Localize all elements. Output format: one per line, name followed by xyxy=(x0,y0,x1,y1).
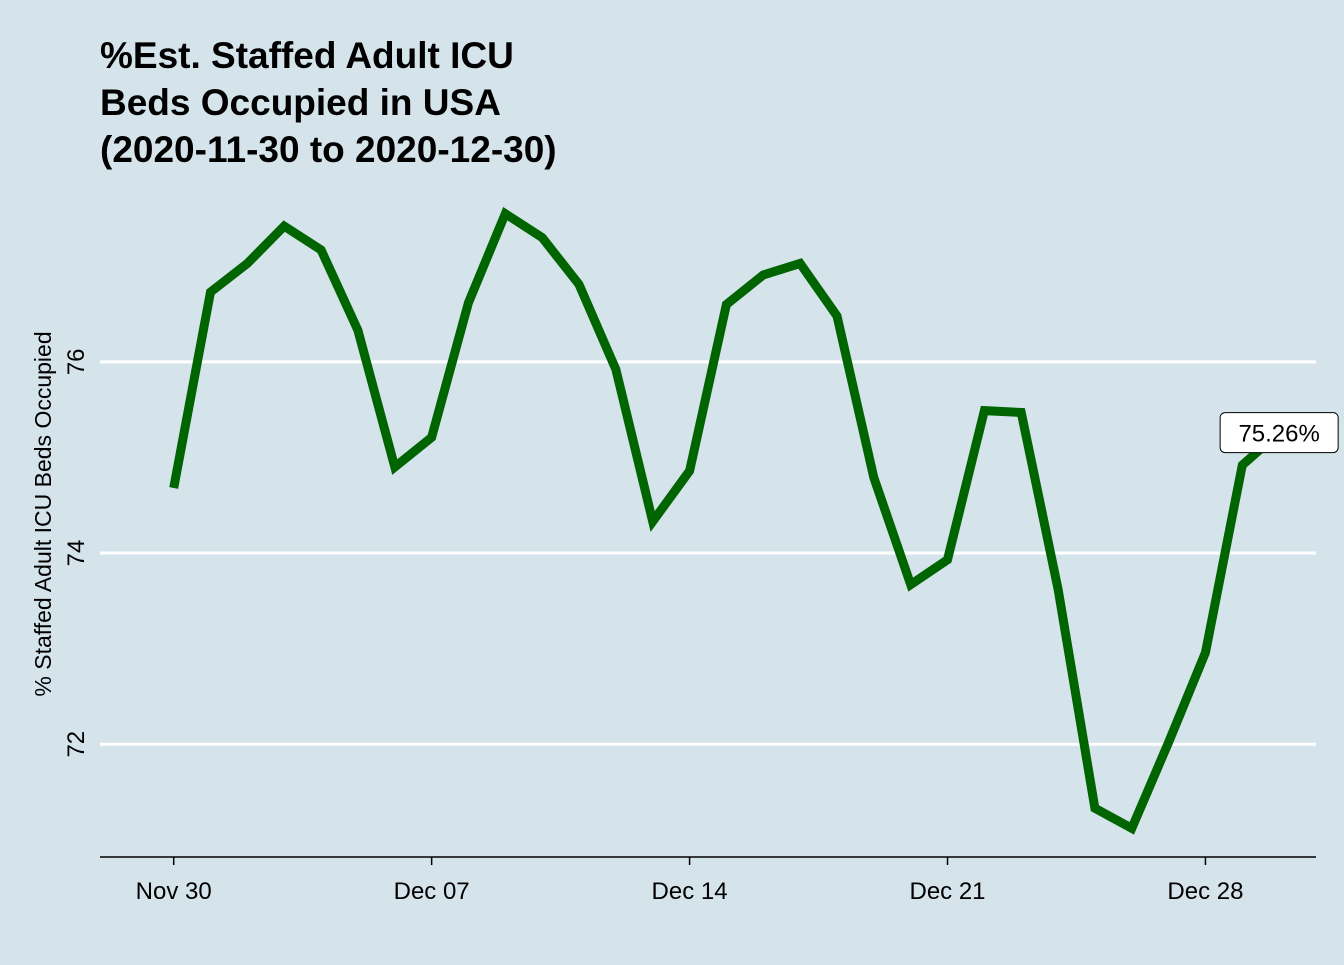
y-tick-label: 76 xyxy=(63,348,90,375)
y-axis-tick-labels: 72 74 76 xyxy=(63,348,90,757)
chart-title-line: Beds Occupied in USA xyxy=(100,82,501,123)
x-tick-label: Dec 14 xyxy=(652,878,728,905)
end-label-text: 75.26% xyxy=(1238,421,1319,448)
grid-lines xyxy=(100,360,1316,746)
x-tick-label: Dec 07 xyxy=(394,878,470,905)
series-lines xyxy=(169,206,1283,835)
x-axis xyxy=(100,856,1316,865)
x-tick-label: Dec 28 xyxy=(1167,878,1243,905)
y-axis-title: % Staffed Adult ICU Beds Occupied xyxy=(30,331,56,696)
x-tick-label: Dec 21 xyxy=(909,878,985,905)
y-tick-label: 72 xyxy=(63,731,90,758)
y-tick-label: 74 xyxy=(63,540,90,567)
series-line xyxy=(169,206,1283,835)
chart-title-line: %Est. Staffed Adult ICU xyxy=(100,35,514,76)
x-tick-label: Nov 30 xyxy=(136,878,212,905)
end-label-box xyxy=(1219,412,1339,454)
chart-title: %Est. Staffed Adult ICU Beds Occupied in … xyxy=(100,35,557,170)
chart-title-line: (2020-11-30 to 2020-12-30) xyxy=(100,129,557,170)
x-axis-tick-labels: Nov 30 Dec 07 Dec 14 Dec 21 Dec 28 xyxy=(136,878,1244,905)
end-value-label: 75.26% xyxy=(1219,412,1339,454)
